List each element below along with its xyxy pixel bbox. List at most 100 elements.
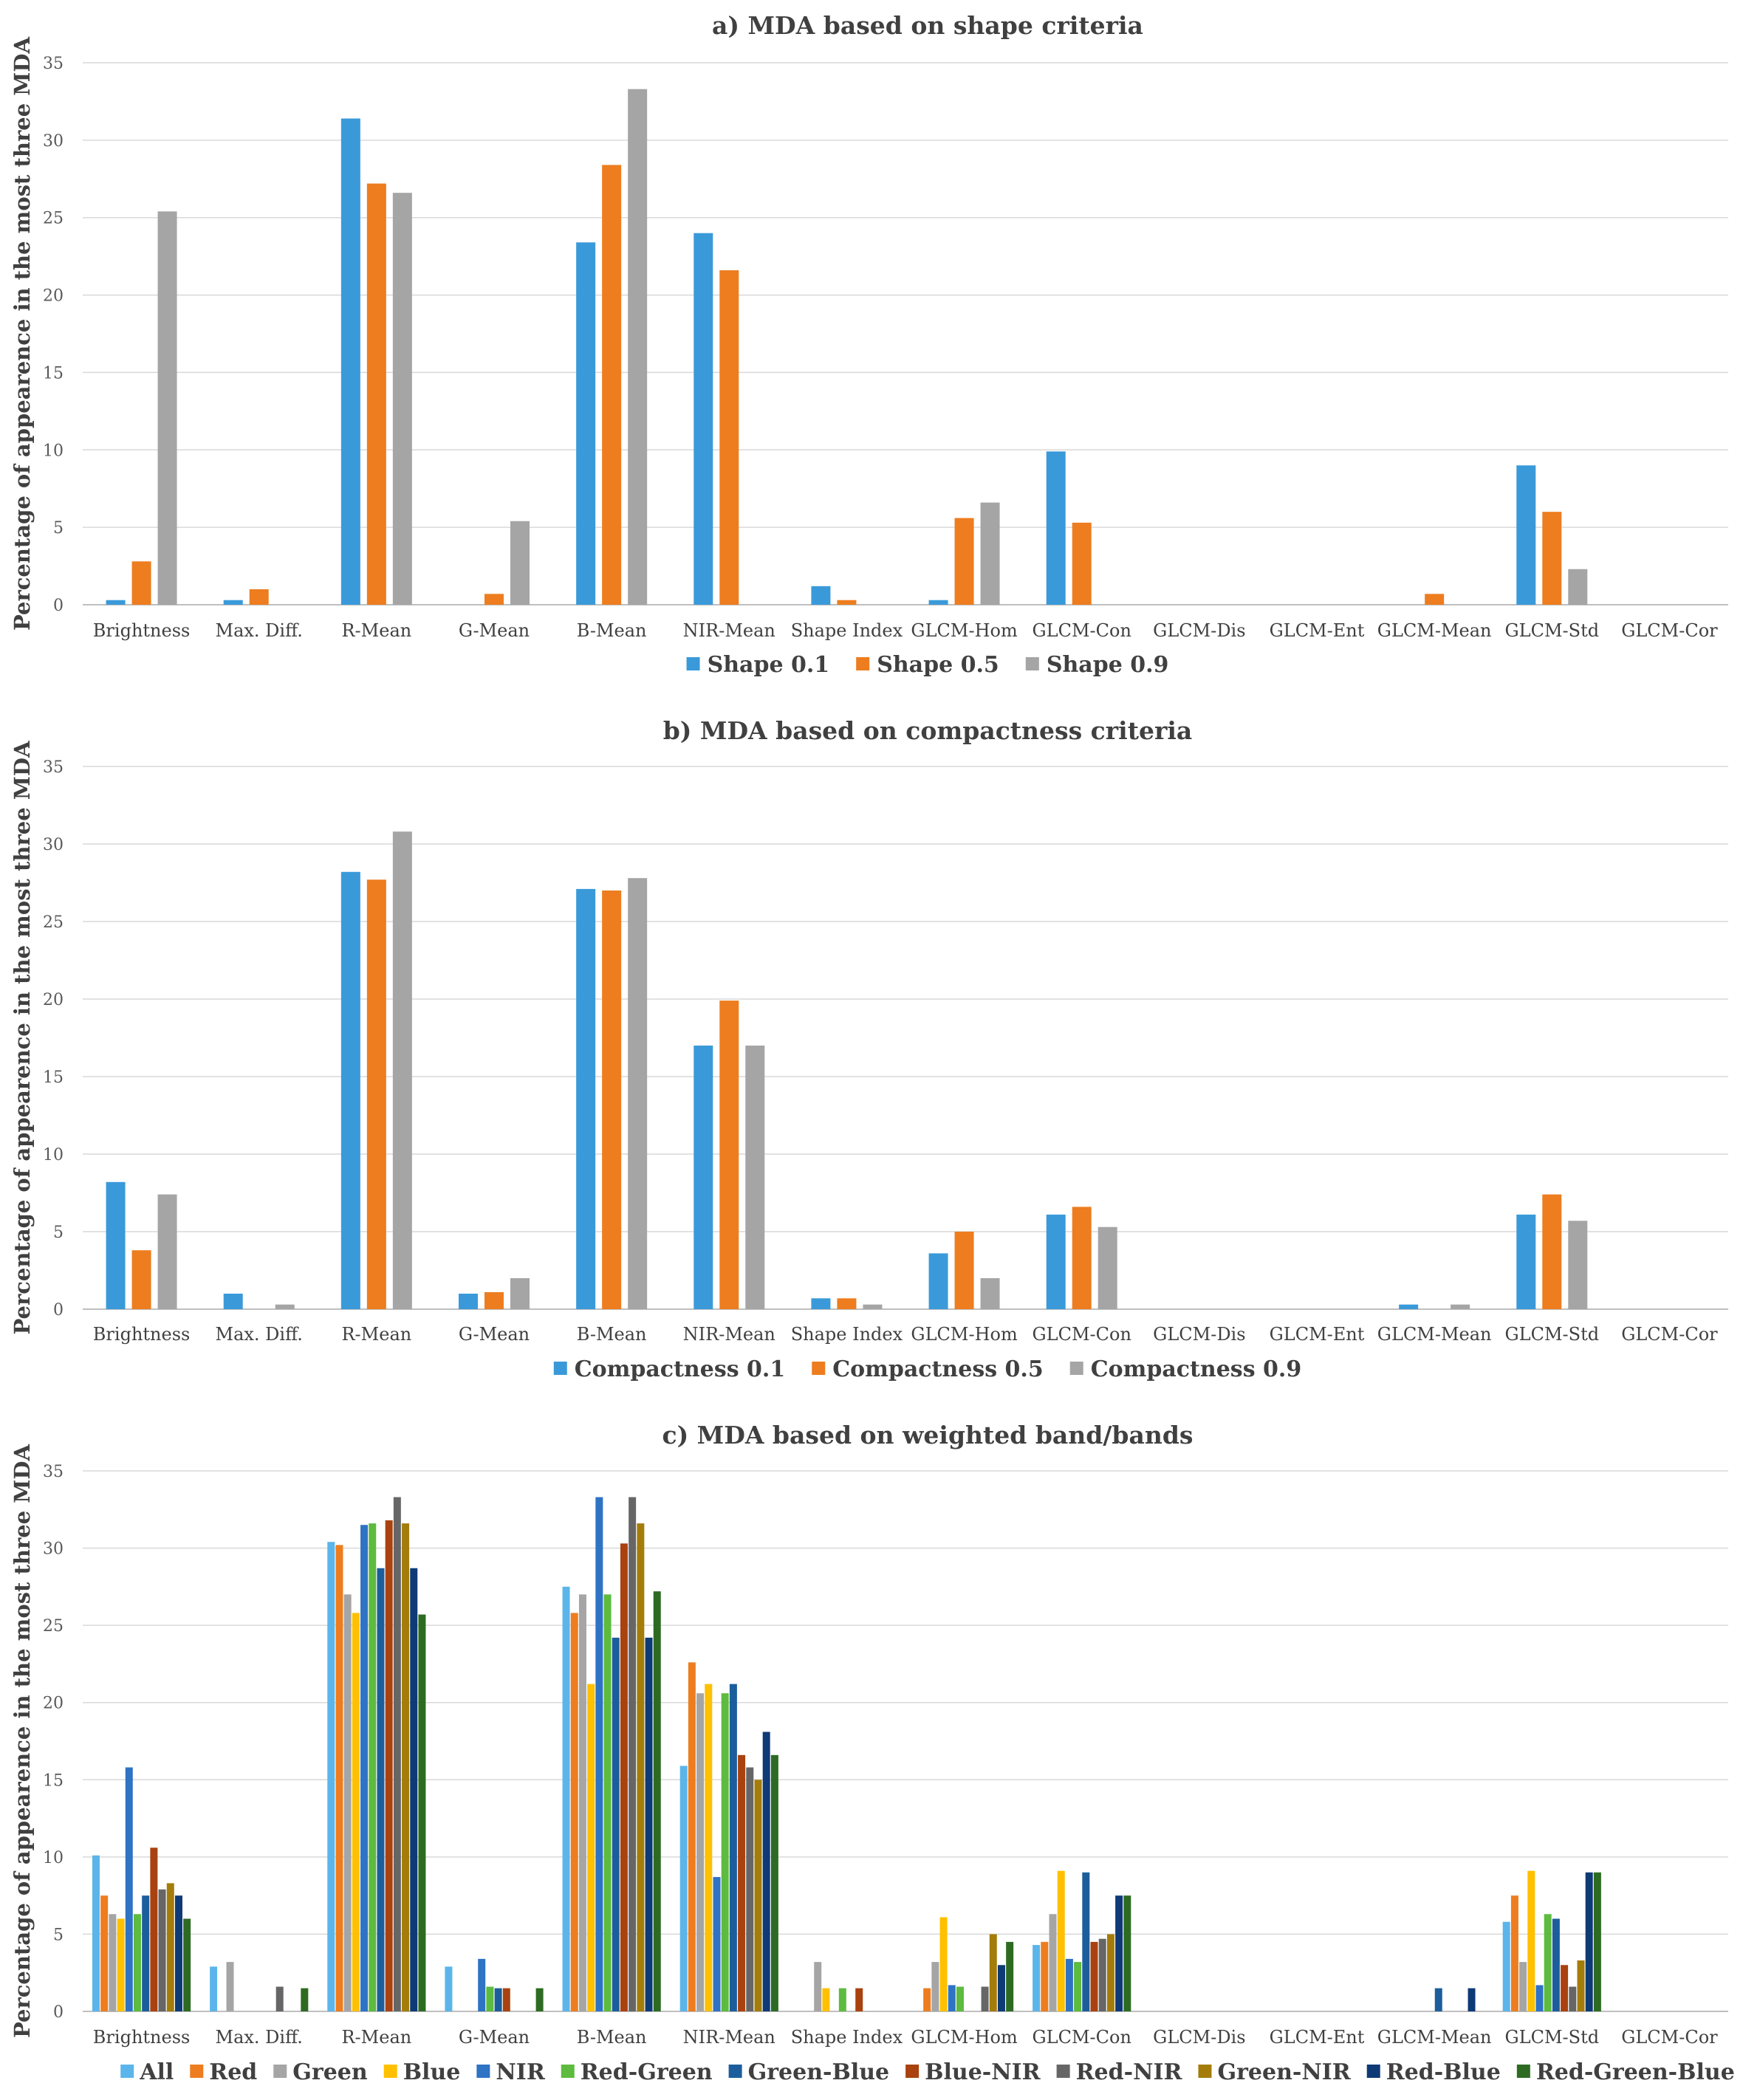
bar <box>1593 1872 1601 2011</box>
bar <box>1074 1962 1082 2011</box>
bar <box>92 1855 100 2011</box>
legend-swatch <box>561 2065 575 2078</box>
y-tick-label: 20 <box>43 1695 64 1713</box>
chart-title: c) MDA based on weighted band/bands <box>662 1421 1193 1449</box>
bar <box>445 1966 453 2011</box>
legend-swatch <box>1198 2065 1212 2078</box>
x-tick-label: R-Mean <box>341 1324 411 1345</box>
y-tick-label: 15 <box>43 1771 64 1790</box>
y-axis-label: Percentage of appearence in the most thr… <box>10 741 35 1335</box>
bar <box>494 1988 502 2011</box>
x-tick-label: GLCM-Hom <box>911 2027 1018 2048</box>
y-tick-label: 0 <box>53 2003 64 2022</box>
x-tick-label: GLCM-Mean <box>1377 2027 1492 2048</box>
legend-item: Shape 0.9 <box>1025 652 1168 678</box>
x-tick-label: GLCM-Hom <box>911 1324 1018 1345</box>
bar <box>1577 1960 1585 2011</box>
bar <box>183 1918 191 2011</box>
bar <box>142 1895 150 2011</box>
legend-item: Blue-NIR <box>905 2059 1041 2085</box>
y-tick-label: 20 <box>43 287 64 306</box>
x-tick-label: GLCM-Ent <box>1270 620 1365 641</box>
legend-label: Red-Green <box>581 2059 713 2085</box>
bar <box>1561 1965 1569 2011</box>
bar <box>377 1568 385 2011</box>
x-tick-label: G-Mean <box>459 620 530 641</box>
bar <box>954 1232 974 1309</box>
bar <box>811 586 831 605</box>
legend-label: Green <box>292 2059 368 2085</box>
bar <box>366 879 386 1309</box>
legend-item: Shape 0.5 <box>856 652 999 678</box>
bar <box>1519 1962 1527 2011</box>
legend: Shape 0.1 Shape 0.5 Shape 0.9 <box>686 652 1168 678</box>
bar <box>223 600 243 605</box>
bar <box>131 1250 151 1309</box>
bar <box>637 1523 645 2011</box>
legend-item: All <box>120 2059 174 2085</box>
bar <box>392 193 412 605</box>
bar <box>770 1754 778 2011</box>
legend-label: Shape 0.1 <box>708 652 830 678</box>
legend-label: Red-Blue <box>1386 2059 1501 2085</box>
bar <box>157 1194 177 1309</box>
x-tick-label: NIR-Mean <box>683 2027 775 2048</box>
bar <box>738 1754 746 2011</box>
bar <box>838 1988 846 2011</box>
legend-item: Red <box>190 2059 257 2085</box>
bar <box>863 1304 883 1309</box>
bar <box>595 1497 603 2011</box>
bar <box>174 1895 182 2011</box>
bar <box>837 1298 857 1309</box>
bar <box>1569 1986 1577 2011</box>
bar <box>100 1895 109 2011</box>
bar <box>1123 1895 1131 2011</box>
bar <box>1451 1304 1470 1309</box>
bar <box>679 1766 688 2011</box>
bar <box>997 1965 1005 2011</box>
bar <box>1527 1870 1535 2011</box>
legend-swatch <box>1069 1362 1083 1375</box>
bar <box>392 831 412 1309</box>
bar <box>1510 1895 1518 2011</box>
bar <box>158 1889 166 2011</box>
chart-panel-2: b) MDA based on compactness criteria 0 5 10… <box>10 716 1728 1382</box>
x-tick-label: B-Mean <box>577 1324 647 1345</box>
bar <box>989 1934 997 2011</box>
y-axis-label: Percentage of appearence in the most thr… <box>10 1444 35 2038</box>
y-tick-label: 20 <box>43 991 64 1009</box>
legend-swatch <box>476 2065 490 2078</box>
x-tick-label: B-Mean <box>577 2027 647 2048</box>
bar <box>645 1637 653 2011</box>
bar <box>1049 1914 1057 2011</box>
bar <box>762 1732 770 2011</box>
x-tick-label: G-Mean <box>459 2027 530 2048</box>
bar <box>366 183 386 605</box>
y-tick-label: 30 <box>43 1540 64 1559</box>
bar <box>117 1918 125 2011</box>
bar <box>360 1525 369 2011</box>
legend-item: Red-NIR <box>1056 2059 1183 2085</box>
legend-item: Compactness 0.9 <box>1069 1356 1301 1382</box>
y-tick-label: 25 <box>43 210 64 228</box>
bar <box>954 518 974 605</box>
legend-swatch <box>190 2065 204 2078</box>
bar <box>393 1497 401 2011</box>
bar <box>1072 522 1092 605</box>
x-tick-label: GLCM-Con <box>1032 620 1131 641</box>
x-tick-label: GLCM-Mean <box>1377 1324 1492 1345</box>
x-tick-label: GLCM-Con <box>1032 2027 1131 2048</box>
legend-item: Red-Green-Blue <box>1516 2059 1735 2085</box>
x-tick-label: GLCM-Hom <box>911 620 1018 641</box>
bar <box>713 1877 721 2011</box>
x-tick-label: B-Mean <box>577 620 647 641</box>
bar <box>484 594 504 605</box>
bar <box>352 1613 360 2011</box>
bar <box>1516 1214 1536 1309</box>
legend-swatch <box>273 2065 287 2078</box>
x-tick-label: R-Mean <box>341 2027 411 2048</box>
x-tick-label: GLCM-Std <box>1504 2027 1599 2048</box>
bar <box>340 118 360 605</box>
x-tick-label: GLCM-Con <box>1032 1324 1131 1345</box>
legend-label: Red <box>209 2059 257 2085</box>
